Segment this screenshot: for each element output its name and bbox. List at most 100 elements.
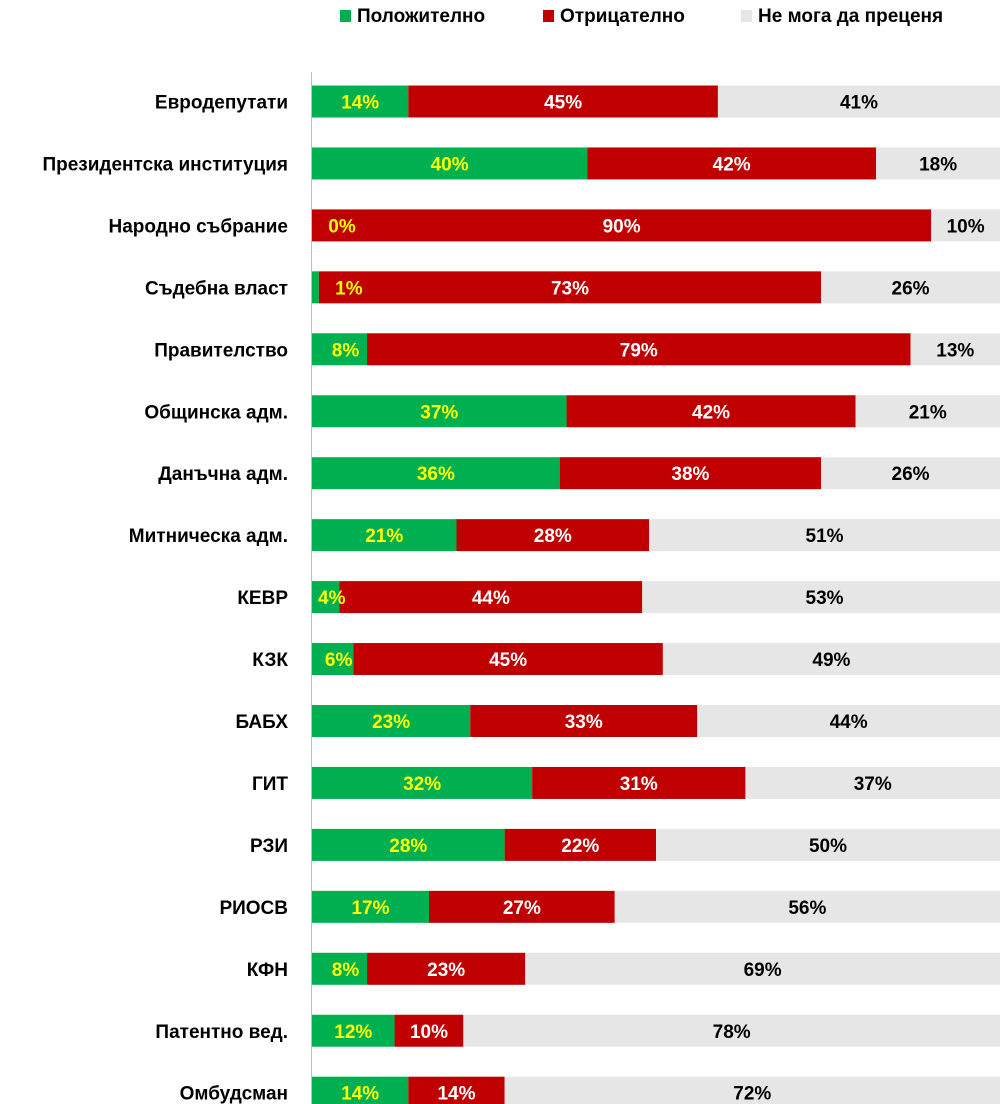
bar-не-мога-да-преценя: [525, 952, 1000, 985]
category-label: Данъчна адм.: [158, 464, 288, 485]
bar-отрицателно: [559, 457, 822, 490]
category-label: Правителство: [154, 340, 288, 361]
bar-положително: [312, 766, 533, 799]
category-label: БАБХ: [235, 712, 288, 733]
bar-положително: [312, 147, 588, 180]
value-label: 14%: [341, 93, 379, 114]
category-label: Народно събрание: [109, 216, 288, 237]
value-label: 13%: [936, 340, 974, 361]
bar-положително: [312, 828, 505, 861]
value-label: 23%: [372, 712, 410, 733]
bar-отрицателно: [367, 952, 526, 985]
bar-отрицателно: [470, 705, 698, 737]
value-label: 56%: [788, 898, 826, 919]
category-label: Митническа адм.: [129, 526, 288, 547]
value-label: 17%: [351, 898, 389, 919]
value-label: 21%: [365, 526, 403, 547]
value-label: 42%: [713, 154, 751, 175]
legend: Положително Отрицателно Не мога да преценя: [340, 6, 943, 27]
value-label: 44%: [472, 588, 510, 609]
legend-swatch-не-мога-да-преценя: [741, 10, 752, 22]
value-label: 36%: [417, 464, 455, 485]
category-label: ГИТ: [252, 774, 288, 795]
bar-не-мога-да-преценя: [876, 147, 1000, 180]
value-label: 38%: [671, 464, 709, 485]
bar-не-мога-да-преценя: [463, 1014, 1000, 1047]
bar-положително: [312, 952, 368, 985]
category-label: КЕВР: [237, 588, 288, 609]
value-label: 6%: [325, 650, 353, 671]
bar-отрицателно: [532, 766, 746, 799]
bar-отрицателно: [587, 147, 877, 180]
category-label: Общинска адм.: [144, 402, 288, 423]
bar-отрицателно: [312, 209, 932, 242]
bar-положително: [312, 457, 560, 490]
category-labels: Евродепутати Президентска институция Народ…: [42, 93, 288, 1104]
legend-swatch-положително: [340, 10, 351, 22]
category-label: РЗИ: [250, 836, 288, 857]
value-label: 50%: [809, 836, 847, 857]
bar-отрицателно: [394, 1014, 464, 1047]
bar-отрицателно: [456, 519, 650, 552]
bar-положително: [312, 519, 457, 552]
bar-положително: [312, 395, 567, 428]
value-label: 31%: [620, 774, 658, 795]
legend-label: Отрицателно: [560, 6, 685, 27]
value-label: 28%: [534, 526, 572, 547]
bar-не-мога-да-преценя: [662, 643, 1000, 676]
category-label: Съдебна власт: [145, 278, 288, 299]
value-labels: 14% 45% 41% 40% 42% 18% 0% 90% 10% 1% 73% 26% 8% 79% 1…: [318, 93, 985, 1104]
value-label: 28%: [389, 836, 427, 857]
category-label: КФН: [247, 960, 288, 981]
bar-не-мога-да-преценя: [910, 333, 1000, 366]
bar-положително: [312, 85, 409, 118]
bar-отрицателно: [367, 333, 911, 366]
value-label: 37%: [854, 774, 892, 795]
bar-положително: [312, 581, 340, 614]
bar-отрицателно: [504, 828, 656, 861]
value-label: 10%: [410, 1022, 448, 1043]
value-label: 10%: [947, 216, 985, 237]
value-label: 78%: [713, 1022, 751, 1043]
bar-не-мога-да-преценя: [821, 457, 1000, 490]
legend-label: Не мога да преценя: [758, 6, 943, 27]
value-label: 41%: [840, 93, 878, 114]
value-label: 40%: [431, 154, 469, 175]
value-label: 8%: [332, 960, 360, 981]
value-label: 23%: [427, 960, 465, 981]
value-label: 26%: [892, 464, 930, 485]
value-label: 18%: [919, 154, 957, 175]
bar-отрицателно: [566, 395, 856, 428]
bar-положително: [312, 1014, 395, 1047]
value-label: 33%: [565, 712, 603, 733]
bar-отрицателно: [408, 85, 718, 118]
value-label: 53%: [806, 588, 844, 609]
category-label: Евродепутати: [155, 93, 288, 114]
value-label: 37%: [420, 402, 458, 423]
value-label: 32%: [403, 774, 441, 795]
value-label: 45%: [544, 93, 582, 114]
bar-положително: [312, 643, 354, 676]
value-label: 26%: [892, 278, 930, 299]
bar-положително: [312, 333, 368, 366]
bar-не-мога-да-преценя: [855, 395, 1000, 428]
value-label: 12%: [334, 1022, 372, 1043]
bar-не-мога-да-преценя: [614, 890, 1000, 923]
bar-отрицателно: [339, 581, 643, 614]
value-label: 42%: [692, 402, 730, 423]
legend-swatch-отрицателно: [543, 10, 554, 22]
bar-не-мога-да-преценя: [656, 828, 1000, 861]
bar-положително: [312, 705, 471, 737]
bar-не-мога-да-преценя: [717, 85, 1000, 118]
value-label: 21%: [909, 402, 947, 423]
bar-не-мога-да-преценя: [642, 581, 1000, 614]
value-label: 1%: [335, 278, 363, 299]
bar-отрицателно: [353, 643, 663, 676]
value-label: 49%: [812, 650, 850, 671]
bar-положително: [312, 271, 319, 304]
value-label: 51%: [806, 526, 844, 547]
category-label: Омбудсман: [180, 1084, 288, 1104]
bar-не-мога-да-преценя: [745, 766, 1000, 799]
value-label: 72%: [733, 1084, 771, 1104]
